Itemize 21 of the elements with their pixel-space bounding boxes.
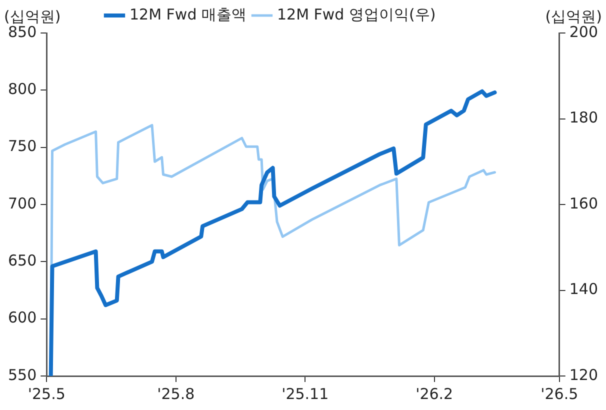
x-tick-label: '26.2 [416, 384, 454, 403]
y-axis-title: (십억원) [4, 7, 61, 26]
legend-label: 12M Fwd 영업이익(우) [276, 5, 436, 24]
y2-axis-title: (십억원) [545, 7, 602, 26]
y2-tick-label: 160 [569, 194, 598, 212]
x-tick-label: '25.8 [157, 384, 195, 403]
y2-tick-label: 180 [569, 108, 598, 127]
x-tick-label: '25.11 [282, 384, 329, 403]
y-tick-label: 550 [8, 366, 37, 384]
y2-tick-label: 200 [569, 22, 598, 41]
y-tick-label: 750 [8, 137, 37, 156]
y-tick-label: 850 [8, 22, 37, 41]
legend-label: 12M Fwd 매출액 [130, 5, 246, 24]
x-tick-label: '26.5 [540, 384, 578, 403]
y-tick-label: 600 [8, 308, 37, 327]
y-tick-label: 700 [8, 194, 37, 212]
y-tick-label: 650 [8, 252, 37, 270]
y2-tick-label: 140 [569, 280, 598, 298]
y2-tick-label: 120 [569, 366, 598, 384]
y-tick-label: 800 [8, 80, 37, 98]
x-tick-label: '25.5 [28, 384, 66, 403]
